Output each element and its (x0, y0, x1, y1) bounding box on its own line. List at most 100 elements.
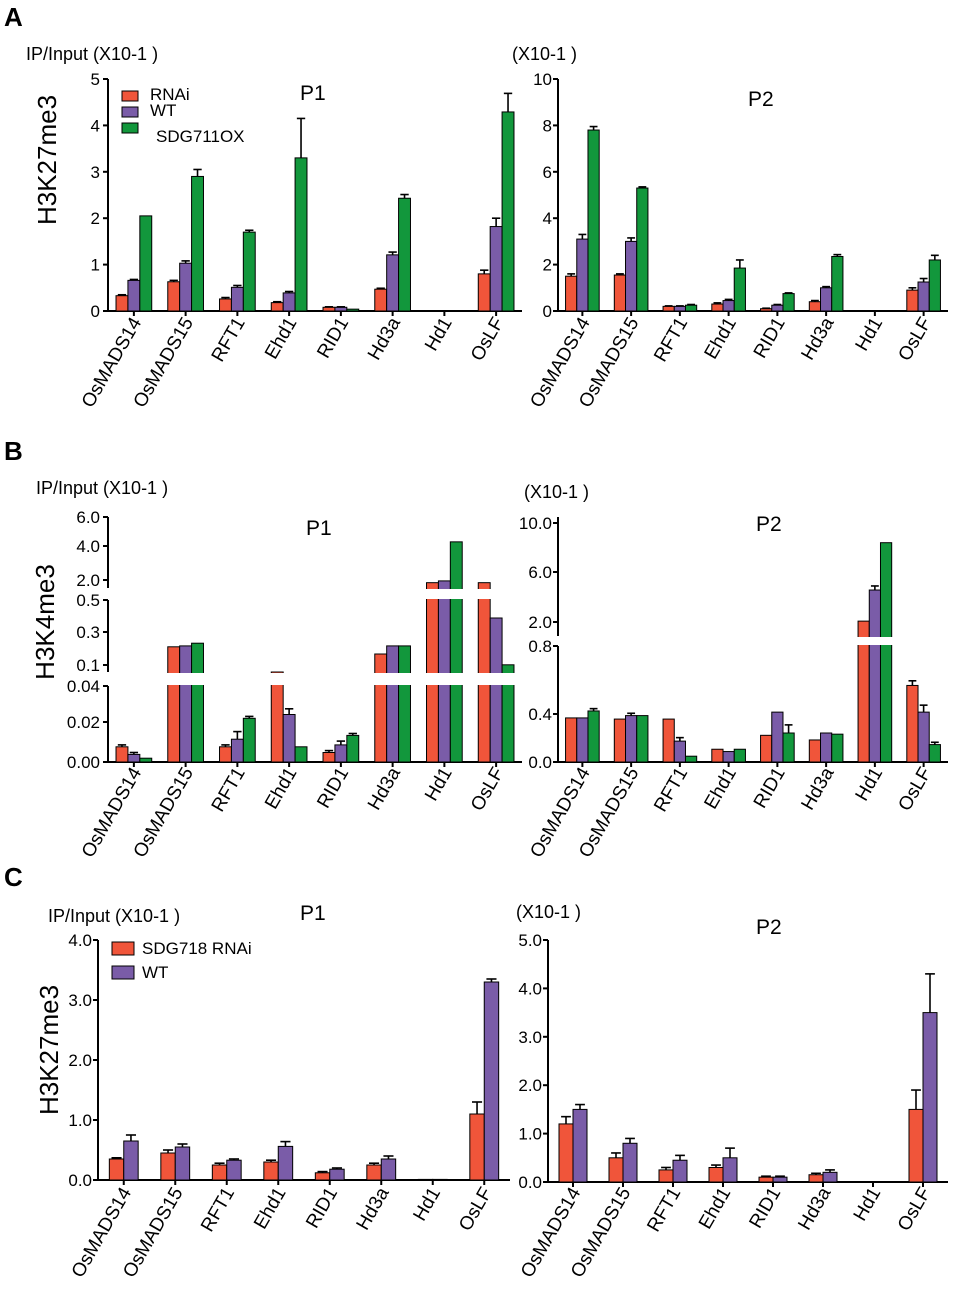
axis-break-gap (110, 673, 522, 685)
panel-letter: C (4, 862, 23, 892)
bar-wt (722, 300, 735, 312)
bar-wt (820, 287, 833, 312)
bar-rnai (115, 295, 129, 312)
legend-label: RNAi (150, 85, 190, 104)
bar-wt (822, 1171, 838, 1183)
category-label: Hd3a (798, 764, 839, 814)
bar-rnai (613, 718, 627, 763)
legend-label: SDG718 RNAi (142, 939, 252, 958)
bar-sdg711ox (733, 748, 746, 763)
bar-wt (437, 310, 451, 312)
bar-wt (576, 238, 589, 312)
chart-title: P1 (306, 517, 332, 540)
bar-sdg711ox (684, 304, 698, 312)
bar-rnai (808, 301, 822, 312)
legend-swatch (121, 122, 139, 134)
y-tick-label: 0.00 (67, 753, 100, 772)
y-tick-label: 5 (91, 70, 100, 89)
bar-rnai (167, 646, 181, 763)
panel-letter: A (4, 2, 23, 32)
y-tick-label: 0.1 (76, 656, 100, 675)
bar-sdg711ox (587, 710, 600, 763)
category-label: RID1 (313, 764, 353, 812)
axis-break-gap (560, 637, 948, 645)
legend-swatch (111, 965, 135, 980)
bar-rnai (613, 274, 627, 312)
bar-sdg711ox (684, 755, 698, 763)
legend-label: SDG711OX (156, 127, 245, 146)
category-label: RID1 (313, 314, 353, 362)
y-tick-label: 10 (533, 70, 552, 89)
bar-wt (771, 711, 784, 763)
bar-wt (230, 286, 244, 312)
y-tick-label: 4.0 (76, 537, 100, 556)
y-tick-label: 0.0 (518, 1173, 542, 1192)
category-label: RFT1 (208, 764, 250, 816)
bar-wt (432, 1178, 448, 1181)
category-label: Hd1 (421, 764, 457, 805)
y-tick-label: 4.0 (518, 979, 542, 998)
bar-sdg718-rnai (758, 1176, 774, 1183)
legend-label: WT (142, 963, 168, 982)
unit-label: IP/Input (X10-1 ) (48, 906, 180, 926)
bar-rnai (426, 582, 439, 763)
bar-wt (868, 589, 881, 763)
y-tick-label: 2 (91, 209, 100, 228)
y-tick-label: 4 (543, 209, 552, 228)
category-label: OsLF (467, 764, 508, 815)
y-tick-label: 8 (543, 116, 552, 135)
bar-sdg711ox (782, 732, 795, 763)
bar-rnai (322, 752, 336, 763)
category-label: Hd1 (409, 1184, 445, 1225)
panel-c: C H3K27me3 IP/Input (X10-1 ) (X10-1 ) P1 0.0 1… (4, 862, 948, 1281)
axis-break-gap (110, 589, 522, 599)
unit-label: (X10-1 ) (516, 902, 581, 922)
bar-wt (672, 1159, 688, 1183)
y-tick-label: 0.4 (528, 705, 552, 724)
bar-rnai (270, 302, 284, 312)
bar-rnai (565, 275, 578, 312)
unit-label: (X10-1 ) (512, 44, 577, 64)
bar-rnai (374, 288, 388, 312)
bar-wt (123, 1140, 139, 1181)
bar-wt (226, 1159, 242, 1181)
bar-sdg711ox (831, 255, 844, 312)
y-tick-label: 2.0 (528, 613, 552, 632)
bar-rnai (219, 746, 232, 763)
bar-wt (179, 262, 193, 312)
y-tick-label: 0.04 (67, 677, 100, 696)
bar-sdg711ox (501, 664, 515, 763)
y-tick-label: 0.8 (528, 637, 552, 656)
bar-wt (282, 292, 296, 312)
bar-wt (437, 580, 451, 763)
chart-title: P2 (748, 88, 774, 111)
y-tick-label: 0.0 (68, 1171, 92, 1190)
bar-wt (572, 1108, 588, 1183)
bar-wt (127, 279, 141, 312)
category-label: OsLF (895, 764, 936, 815)
bar-sdg718-rnai (211, 1164, 228, 1181)
bar-sdg711ox (398, 645, 411, 763)
bar-sdg718-rnai (263, 1161, 279, 1181)
bar-sdg711ox (587, 129, 600, 312)
bar-sdg711ox (782, 293, 795, 312)
y-tick-label: 6 (543, 163, 552, 182)
category-label: OsLF (455, 1184, 496, 1235)
category-label: RFT1 (208, 314, 250, 366)
bar-rnai (857, 310, 870, 312)
category-label: Hd3a (364, 314, 405, 364)
category-label: Hd3a (794, 1184, 835, 1234)
y-tick-label: 3 (91, 163, 100, 182)
y-tick-label: 6.0 (76, 508, 100, 527)
legend-swatch (121, 90, 139, 102)
bar-sdg718-rnai (366, 1164, 382, 1181)
bar-wt (622, 1142, 638, 1183)
bar-sdg711ox (346, 734, 360, 763)
bar-wt (771, 304, 784, 312)
bar-wt (277, 1145, 294, 1181)
